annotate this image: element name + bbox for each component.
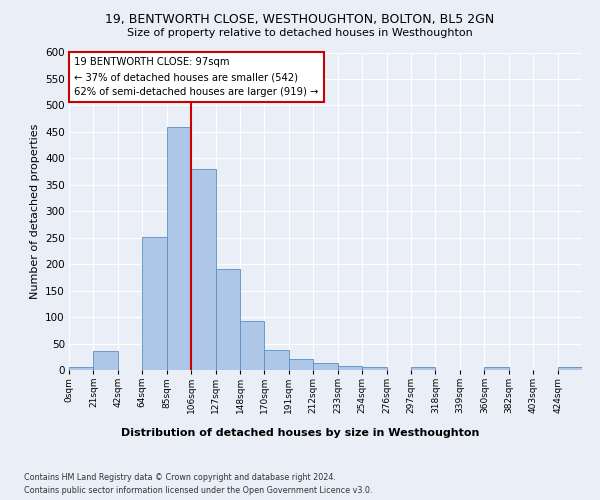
Bar — [338, 366, 362, 370]
Bar — [411, 368, 436, 370]
Text: Distribution of detached houses by size in Westhoughton: Distribution of detached houses by size … — [121, 428, 479, 438]
Bar — [240, 322, 265, 370]
Text: 19, BENTWORTH CLOSE, WESTHOUGHTON, BOLTON, BL5 2GN: 19, BENTWORTH CLOSE, WESTHOUGHTON, BOLTO… — [106, 12, 494, 26]
Y-axis label: Number of detached properties: Number of detached properties — [29, 124, 40, 299]
Bar — [142, 236, 167, 370]
Bar — [69, 368, 94, 370]
Bar — [215, 270, 240, 370]
Bar — [362, 367, 386, 370]
Bar — [289, 360, 313, 370]
Bar — [191, 169, 215, 370]
Bar — [265, 350, 289, 370]
Bar — [167, 126, 191, 370]
Bar — [94, 352, 118, 370]
Bar — [557, 368, 582, 370]
Text: Size of property relative to detached houses in Westhoughton: Size of property relative to detached ho… — [127, 28, 473, 38]
Bar — [484, 368, 509, 370]
Text: Contains public sector information licensed under the Open Government Licence v3: Contains public sector information licen… — [24, 486, 373, 495]
Text: 19 BENTWORTH CLOSE: 97sqm
← 37% of detached houses are smaller (542)
62% of semi: 19 BENTWORTH CLOSE: 97sqm ← 37% of detac… — [74, 58, 319, 97]
Bar — [313, 363, 338, 370]
Text: Contains HM Land Registry data © Crown copyright and database right 2024.: Contains HM Land Registry data © Crown c… — [24, 472, 336, 482]
